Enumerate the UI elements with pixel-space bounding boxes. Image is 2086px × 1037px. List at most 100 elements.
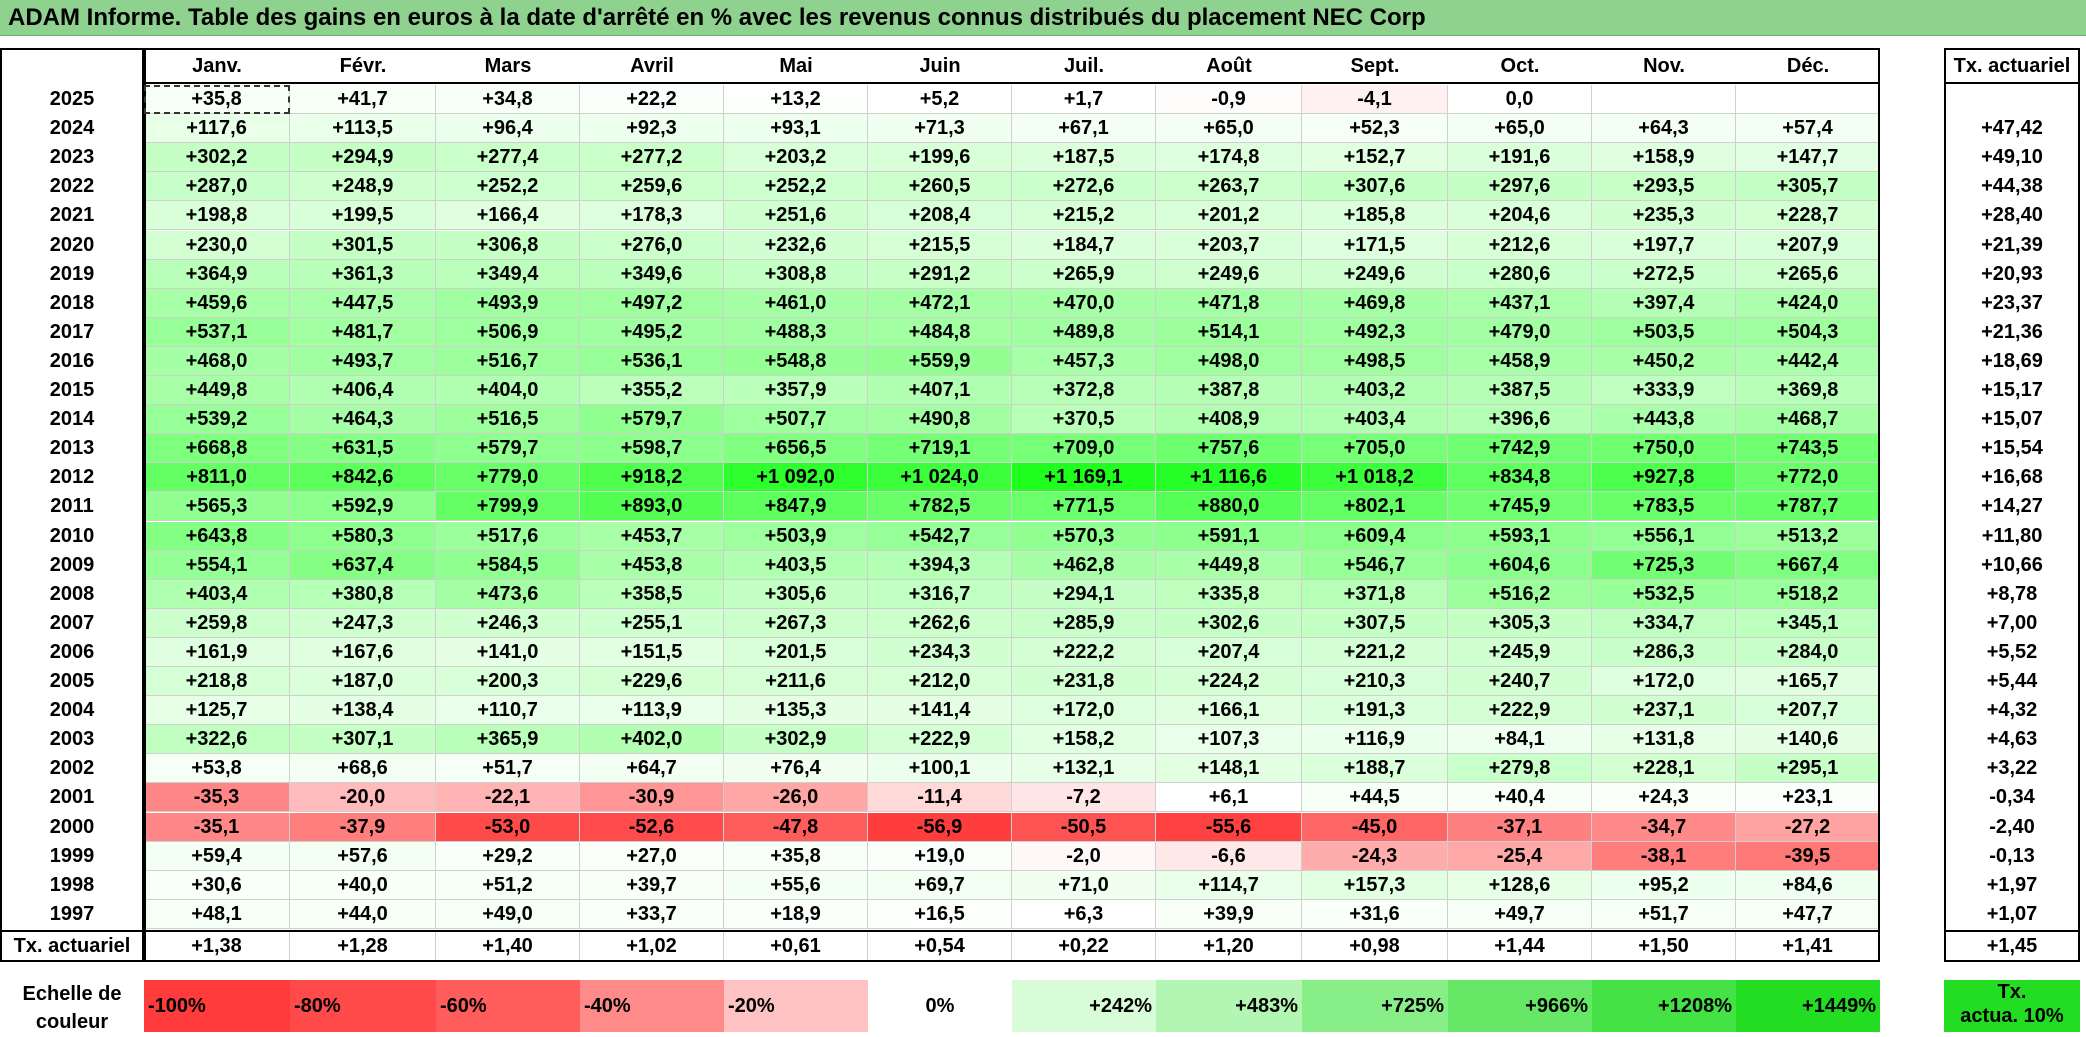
- table-cell: +51,2: [436, 870, 580, 900]
- table-cell: +69,7: [868, 870, 1012, 900]
- table-cell: +277,4: [436, 143, 580, 173]
- color-scale-stop: +1208%: [1592, 980, 1736, 1032]
- table-cell: +811,0: [144, 463, 290, 493]
- table-cell: +449,8: [144, 376, 290, 406]
- footer-cell: +0,61: [724, 929, 868, 962]
- table-cell: +308,8: [724, 259, 868, 289]
- table-cell: +322,6: [144, 725, 290, 755]
- table-cell: -26,0: [724, 783, 868, 813]
- table-cell: +29,2: [436, 841, 580, 871]
- row-year-label: 2021: [49, 204, 95, 227]
- table-cell: +259,6: [580, 172, 724, 202]
- table-cell: -35,3: [144, 783, 290, 813]
- table-cell: +306,8: [436, 230, 580, 260]
- color-scale-stop: +483%: [1156, 980, 1302, 1032]
- table-cell: +201,2: [1156, 201, 1302, 231]
- table-cell: +252,2: [724, 172, 868, 202]
- month-header: Juil.: [1063, 55, 1104, 77]
- row-rate: +11,80: [1981, 524, 2043, 547]
- table-cell: +345,1: [1736, 608, 1880, 638]
- table-cell: -55,6: [1156, 812, 1302, 842]
- table-cell: +267,3: [724, 608, 868, 638]
- table-cell: +1,7: [1012, 85, 1156, 115]
- table-cell: +539,2: [144, 405, 290, 435]
- table-cell: -22,1: [436, 783, 580, 813]
- month-header: Mars: [484, 55, 532, 77]
- table-cell: +174,8: [1156, 143, 1302, 173]
- table-cell: +65,0: [1156, 114, 1302, 144]
- table-cell: +462,8: [1012, 550, 1156, 580]
- table-cell: -35,1: [144, 812, 290, 842]
- table-cell: +742,9: [1448, 434, 1592, 464]
- table-cell: +449,8: [1156, 550, 1302, 580]
- table-cell: +188,7: [1302, 754, 1448, 784]
- table-cell: +847,9: [724, 492, 868, 522]
- table-cell: +113,9: [580, 696, 724, 726]
- table-cell: +191,6: [1448, 143, 1592, 173]
- month-header: Févr.: [339, 55, 387, 77]
- table-cell: +481,7: [290, 317, 436, 347]
- table-cell: +598,7: [580, 434, 724, 464]
- table-cell: +286,3: [1592, 637, 1736, 667]
- month-header: Juin: [919, 55, 961, 77]
- table-cell: +479,0: [1448, 317, 1592, 347]
- table-cell: -7,2: [1012, 783, 1156, 813]
- table-cell: +516,5: [436, 405, 580, 435]
- table-cell: +488,3: [724, 317, 868, 347]
- table-cell: +307,5: [1302, 608, 1448, 638]
- table-cell: +484,8: [868, 317, 1012, 347]
- table-cell: +470,0: [1012, 288, 1156, 318]
- table-cell: +403,2: [1302, 376, 1448, 406]
- table-cell: +184,7: [1012, 230, 1156, 260]
- table-cell: +110,7: [436, 696, 580, 726]
- table-cell: +67,1: [1012, 114, 1156, 144]
- table-cell: +140,6: [1736, 725, 1880, 755]
- table-cell: +495,2: [580, 317, 724, 347]
- table-cell: +349,4: [436, 259, 580, 289]
- table-cell: +472,1: [868, 288, 1012, 318]
- table-cell: +307,6: [1302, 172, 1448, 202]
- table-cell: +443,8: [1592, 405, 1736, 435]
- table-cell: 0,0: [1448, 85, 1592, 115]
- row-year-label: 2006: [49, 640, 95, 663]
- color-scale-label-line2: couleur: [35, 1011, 109, 1033]
- table-cell: +222,9: [868, 725, 1012, 755]
- table-cell: +68,6: [290, 754, 436, 784]
- table-cell: +609,4: [1302, 521, 1448, 551]
- table-cell: +157,3: [1302, 870, 1448, 900]
- footer-label: Tx. actuariel: [13, 934, 131, 957]
- table-cell: +71,3: [868, 114, 1012, 144]
- row-rate: +47,42: [1981, 117, 2043, 140]
- table-cell: +210,3: [1302, 667, 1448, 697]
- table-cell: +57,4: [1736, 114, 1880, 144]
- row-rate: +1,07: [1986, 902, 2038, 925]
- row-rate: +8,78: [1986, 582, 2038, 605]
- table-cell: +31,6: [1302, 899, 1448, 929]
- table-cell: +294,1: [1012, 579, 1156, 609]
- row-year-label: 2009: [49, 553, 95, 576]
- row-rate: +5,52: [1986, 640, 2038, 663]
- row-year-label: 2011: [50, 495, 94, 518]
- row-year-label: 2019: [49, 262, 95, 285]
- table-cell: -4,1: [1302, 85, 1448, 115]
- table-cell: +372,8: [1012, 376, 1156, 406]
- table-cell: +450,2: [1592, 346, 1736, 376]
- table-cell: +44,5: [1302, 783, 1448, 813]
- table-cell: -0,9: [1156, 85, 1302, 115]
- table-cell: +453,7: [580, 521, 724, 551]
- table-cell: +361,3: [290, 259, 436, 289]
- month-header: Août: [1206, 55, 1252, 77]
- row-rate: +10,66: [1981, 553, 2043, 576]
- table-cell: +518,2: [1736, 579, 1880, 609]
- table-cell: +95,2: [1592, 870, 1736, 900]
- table-cell: +231,8: [1012, 667, 1156, 697]
- table-cell: +100,1: [868, 754, 1012, 784]
- table-cell: +301,5: [290, 230, 436, 260]
- table-cell: +40,4: [1448, 783, 1592, 813]
- table-cell: +211,6: [724, 667, 868, 697]
- table-cell: +207,4: [1156, 637, 1302, 667]
- table-cell: +132,1: [1012, 754, 1156, 784]
- row-year-label: 2012: [49, 466, 95, 489]
- table-cell: +33,7: [580, 899, 724, 929]
- table-cell: -6,6: [1156, 841, 1302, 871]
